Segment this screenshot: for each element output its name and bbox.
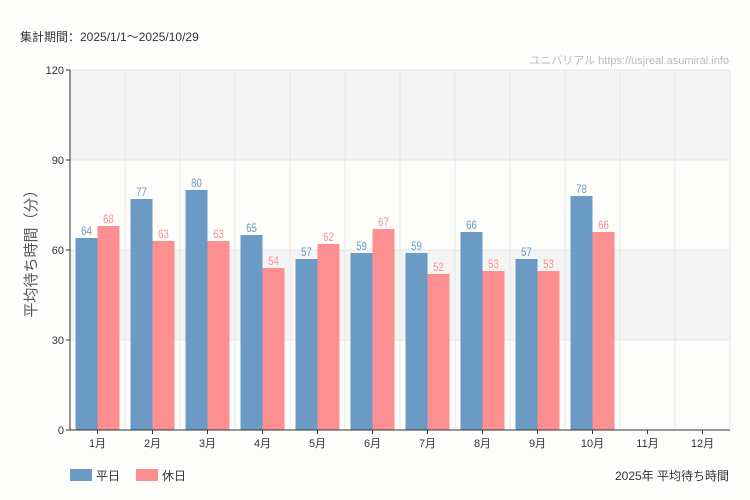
data-label: 62 [323,231,334,244]
watermark: ユニバリアル https://usjreal.asumirai.info [529,54,729,67]
y-tick-label: 90 [52,155,64,167]
bar-weekday [295,259,318,430]
period-label: 集計期間：2025/1/1～2025/10/29 [20,29,199,44]
x-tick-label: 2月 [144,438,161,450]
legend-swatch [136,469,158,481]
data-label: 63 [213,228,224,241]
data-label: 59 [356,240,367,253]
bar-holiday [537,271,560,430]
bar-weekday [240,235,263,430]
x-tick-label: 3月 [199,438,216,450]
y-tick-label: 60 [52,245,64,257]
data-label: 52 [433,261,444,274]
bar-holiday [152,241,175,430]
x-tick-label: 4月 [254,438,271,450]
data-label: 53 [543,258,554,271]
chart-title: 2025年 平均待ち時間 [615,469,729,483]
bar-holiday [372,229,395,430]
x-tick-label: 10月 [581,438,604,450]
x-tick-label: 9月 [529,438,546,450]
bar-weekday [130,199,153,430]
bar-weekday [350,253,373,430]
data-label: 64 [81,225,92,238]
data-label: 54 [268,255,279,268]
data-label: 57 [521,246,532,259]
bar-weekday [460,232,483,430]
y-axis-label: 平均待ち時間（分） [23,182,40,317]
data-label: 63 [158,228,169,241]
bar-holiday [427,274,450,430]
x-tick-label: 6月 [364,438,381,450]
data-label: 57 [301,246,312,259]
y-tick-label: 120 [46,65,64,77]
data-label: 68 [103,213,114,226]
data-label: 77 [136,186,147,199]
y-tick-label: 30 [52,335,64,347]
data-label: 80 [191,177,202,190]
bar-holiday [317,244,340,430]
data-label: 66 [466,219,477,232]
legend-label: 平日 [96,469,120,483]
x-tick-label: 8月 [474,438,491,450]
bar-weekday [515,259,538,430]
bar-weekday [185,190,208,430]
bar-weekday [570,196,593,430]
data-label: 59 [411,240,422,253]
x-tick-label: 1月 [89,438,106,450]
data-label: 53 [488,258,499,271]
bar-holiday [97,226,120,430]
bar-holiday [592,232,615,430]
bar-weekday [75,238,98,430]
bar-weekday [405,253,428,430]
data-label: 66 [598,219,609,232]
legend-label: 休日 [162,469,186,483]
x-tick-label: 5月 [309,438,326,450]
x-tick-label: 12月 [691,438,714,450]
data-label: 65 [246,222,257,235]
x-tick-label: 11月 [636,438,658,450]
x-tick-label: 7月 [419,438,436,450]
bar-holiday [207,241,230,430]
legend-swatch [70,469,92,481]
bar-holiday [482,271,505,430]
y-tick-label: 0 [58,425,64,437]
data-label: 78 [576,183,587,196]
data-label: 67 [378,216,389,229]
bar-holiday [262,268,285,430]
